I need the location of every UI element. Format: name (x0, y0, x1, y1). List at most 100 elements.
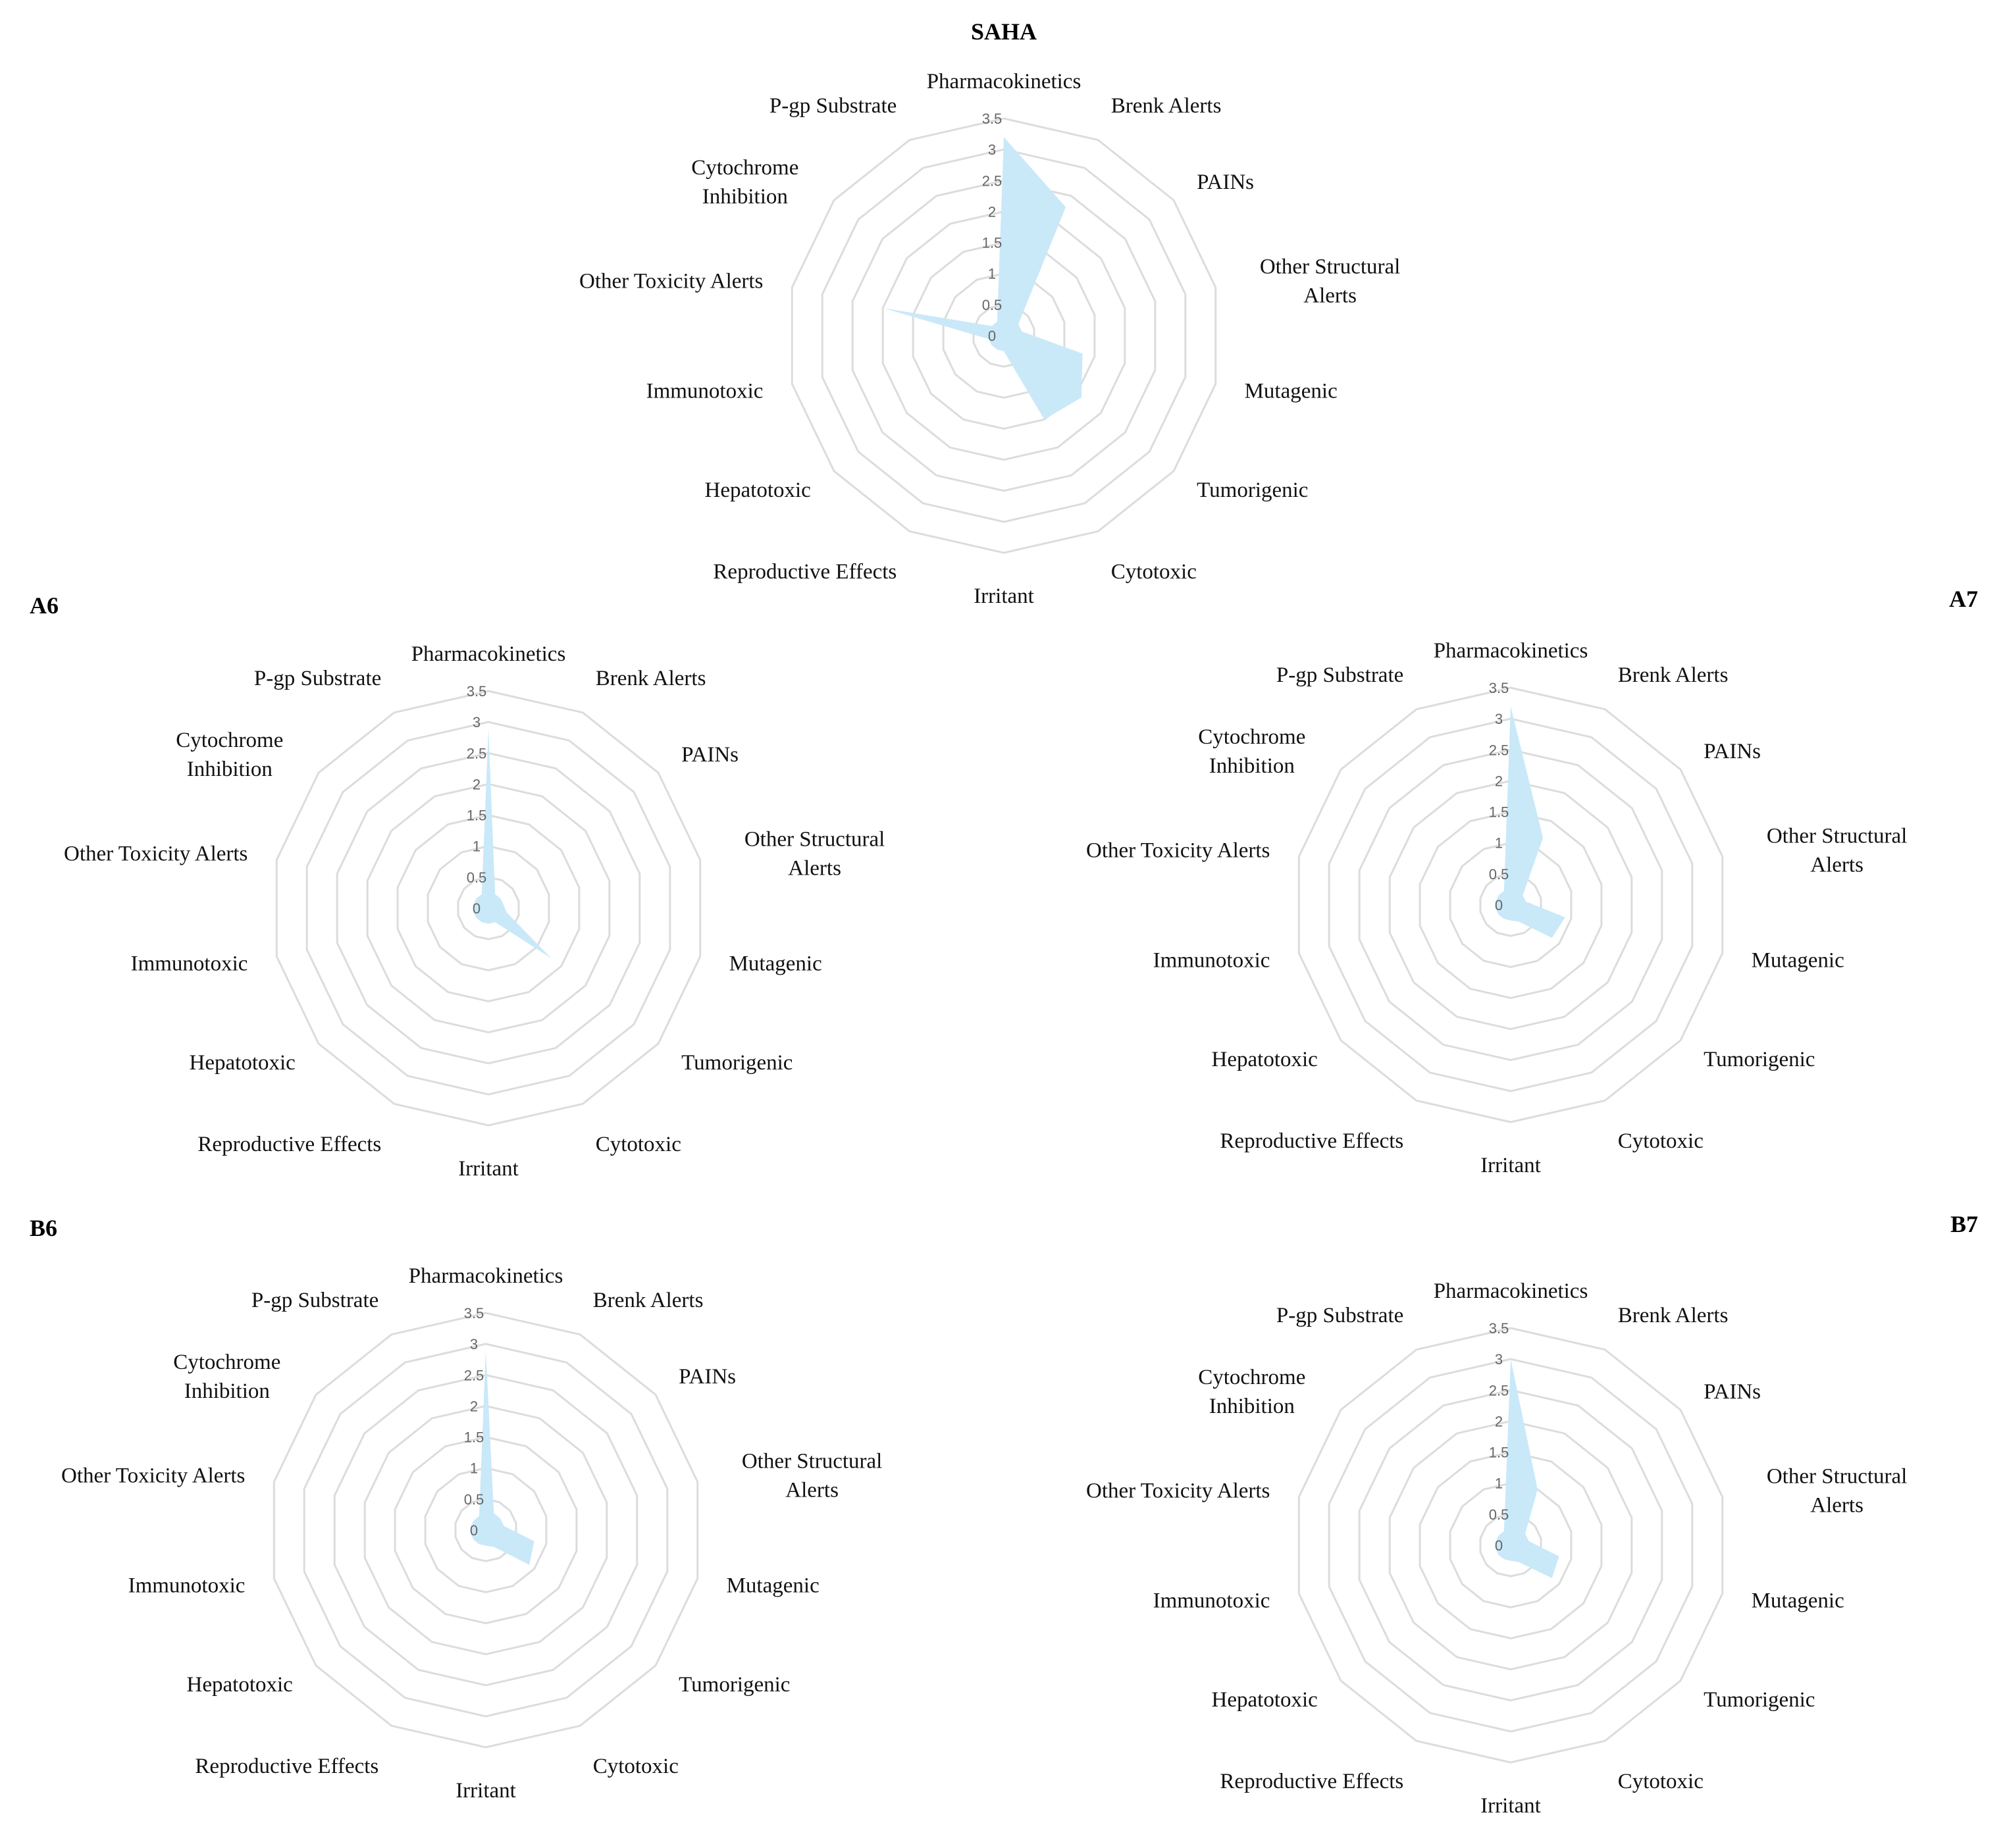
axis-label-reproductive-effects: Reproductive Effects (1220, 1129, 1403, 1153)
grid-ring (1479, 873, 1542, 937)
axis-label-mutagenic: Mutagenic (729, 952, 822, 975)
axis-label-other-structural-alerts: Other Structural Alerts (742, 1450, 883, 1502)
axis-label-pains: PAINs (1704, 740, 1761, 763)
axis-label-other-toxicity-alerts: Other Toxicity Alerts (64, 842, 248, 866)
axis-label-irritant: Irritant (1480, 1794, 1541, 1818)
axis-label-other-toxicity-alerts: Other Toxicity Alerts (61, 1464, 245, 1488)
axis-label-brenk-alerts: Brenk Alerts (1618, 663, 1729, 687)
axis-label-other-toxicity-alerts: Other Toxicity Alerts (1086, 839, 1270, 863)
grid-ring (303, 1343, 669, 1718)
tick-label: 2 (1495, 773, 1503, 789)
tick-label: 2.5 (982, 172, 1003, 189)
axis-label-irritant: Irritant (1480, 1154, 1541, 1177)
axis-label-brenk-alerts: Brenk Alerts (1111, 94, 1222, 118)
data-area-saha (883, 137, 1083, 420)
axis-label-cytotoxic: Cytotoxic (593, 1755, 679, 1778)
radar-chart-a7: 0 0.5 1 1.5 2 2.5 3 3.5 Pharmacokinetics Brenk Al… (1086, 586, 1978, 1177)
axis-label-reproductive-effects: Reproductive Effects (713, 560, 897, 584)
axis-label-hepatotoxic: Hepatotoxic (187, 1673, 293, 1697)
grid-ring (1449, 1482, 1573, 1608)
tick-label: 3 (473, 714, 481, 731)
grid-ring (366, 783, 611, 1034)
axis-label-brenk-alerts: Brenk Alerts (1618, 1304, 1729, 1327)
axis-label-reproductive-effects: Reproductive Effects (1220, 1770, 1403, 1793)
tick-label: 1.5 (982, 235, 1003, 251)
chart-title-a6: A6 (30, 592, 59, 619)
grid-ring (1328, 717, 1694, 1092)
axis-label-mutagenic: Mutagenic (1752, 1589, 1844, 1612)
grid-ring (942, 272, 1066, 399)
grid-ring (424, 1467, 548, 1593)
axis-label-pharmacokinetics: Pharmacokinetics (411, 642, 566, 666)
tick-label: 1 (988, 266, 996, 282)
tick-label: 1 (1495, 1476, 1503, 1492)
grid-ring (363, 1404, 608, 1656)
grid-ring (881, 210, 1126, 461)
tick-label: 0.5 (1489, 866, 1509, 883)
tick-label: 0 (473, 900, 481, 917)
grid-ring (851, 179, 1157, 492)
tick-label: 3 (988, 141, 996, 158)
grid-ring (275, 690, 702, 1127)
axis-label-hepatotoxic: Hepatotoxic (705, 478, 811, 502)
radar-chart-a6: 0 0.5 1 1.5 2 2.5 3 3.5 Pharmacokinetics Brenk Al… (30, 592, 885, 1181)
axis-label-other-toxicity-alerts: Other Toxicity Alerts (1086, 1479, 1270, 1503)
axis-label-mutagenic: Mutagenic (727, 1574, 820, 1597)
axis-label-cytotoxic: Cytotoxic (1618, 1129, 1704, 1153)
tick-label: 1 (1495, 835, 1503, 852)
radar-chart-b7: 0 0.5 1 1.5 2 2.5 3 3.5 Pharmacokinetics Brenk Al… (1086, 1211, 1978, 1818)
grid-ring (1297, 686, 1724, 1123)
grid-ring (333, 1373, 639, 1687)
axis-label-cytochrome-inhibition: Cytochrome Inhibition (1198, 1366, 1305, 1418)
axis-label-immunotoxic: Immunotoxic (131, 952, 248, 975)
grid-ring (1388, 779, 1633, 1031)
tick-label: 1.5 (1489, 804, 1509, 821)
tick-label: 3 (470, 1336, 478, 1352)
axis-label-immunotoxic: Immunotoxic (1153, 1589, 1270, 1612)
grid-ring (305, 721, 671, 1096)
axis-label-pharmacokinetics: Pharmacokinetics (409, 1264, 563, 1288)
tick-label: 2.5 (464, 1367, 484, 1383)
tick-label: 0.5 (1489, 1506, 1509, 1523)
axis-label-p-gp-substrate: P-gp Substrate (251, 1289, 378, 1312)
grid-ring (1328, 1358, 1694, 1733)
grid-ring (336, 752, 641, 1065)
axis-label-tumorigenic: Tumorigenic (1704, 1688, 1815, 1712)
axis-label-pharmacokinetics: Pharmacokinetics (1434, 639, 1588, 663)
axis-label-immunotoxic: Immunotoxic (646, 379, 764, 403)
axis-label-pharmacokinetics: Pharmacokinetics (927, 70, 1082, 93)
axis-label-cytotoxic: Cytotoxic (1618, 1770, 1704, 1793)
axis-label-brenk-alerts: Brenk Alerts (596, 667, 706, 690)
tick-label: 0.5 (464, 1491, 484, 1508)
grid-ring (1297, 1327, 1724, 1764)
grid-ring (821, 148, 1187, 523)
chart-title-a7: A7 (1949, 586, 1978, 612)
axis-label-pains: PAINs (1197, 170, 1254, 194)
tick-label: 1 (470, 1460, 478, 1477)
grid-ring (972, 303, 1035, 368)
grid-ring (912, 242, 1096, 430)
axis-label-pharmacokinetics: Pharmacokinetics (1434, 1279, 1588, 1303)
chart-title-b7: B7 (1950, 1211, 1978, 1237)
tick-label: 0 (470, 1522, 478, 1539)
axis-label-p-gp-substrate: P-gp Substrate (769, 94, 897, 118)
tick-label: 2 (473, 776, 481, 792)
tick-label: 0.5 (467, 869, 487, 886)
axis-label-cytochrome-inhibition: Cytochrome Inhibition (176, 729, 283, 781)
axis-label-other-structural-alerts: Other Structural Alerts (1767, 825, 1908, 877)
radar-chart-saha: 0 0.5 1 1.5 2 2.5 3 3.5 Pharmacokinetics Brenk Al… (579, 18, 1400, 608)
tick-label: 2 (1495, 1413, 1503, 1429)
axis-label-hepatotoxic: Hepatotoxic (1212, 1688, 1318, 1712)
grid-ring (1419, 1451, 1603, 1639)
tick-label: 2.5 (1489, 742, 1509, 758)
tick-label: 3 (1495, 711, 1503, 727)
axis-label-immunotoxic: Immunotoxic (1153, 948, 1270, 972)
data-area-a6 (473, 728, 552, 959)
axis-label-tumorigenic: Tumorigenic (1197, 478, 1308, 502)
tick-label: 0.5 (982, 297, 1003, 313)
data-area-b7 (1496, 1359, 1559, 1578)
axis-label-cytotoxic: Cytotoxic (1111, 560, 1197, 584)
axis-label-p-gp-substrate: P-gp Substrate (254, 667, 381, 690)
axis-label-mutagenic: Mutagenic (1245, 379, 1338, 403)
